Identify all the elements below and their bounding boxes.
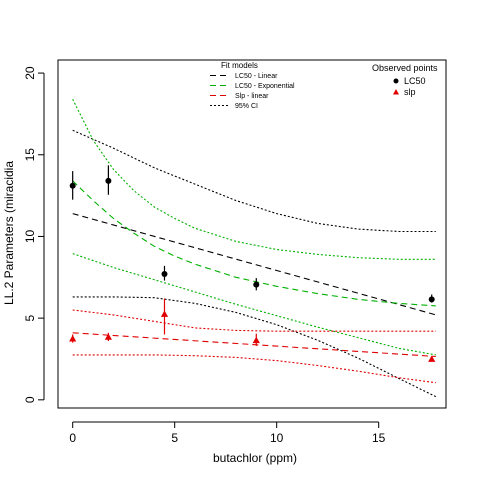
lc50-point xyxy=(69,182,76,189)
slp-linear-ci-lower-line xyxy=(72,354,436,384)
x-tick-label: 10 xyxy=(270,431,284,445)
x-tick-label: 5 xyxy=(171,431,178,445)
y-axis-title: LL.2 Parameters (miracidia xyxy=(2,161,16,305)
slp-point xyxy=(252,336,260,344)
legend-point-marker xyxy=(393,78,399,84)
plot-area: 0 5 10 15 0 5 10 15 20 xyxy=(23,59,447,445)
slp-point xyxy=(428,355,436,362)
slp-point xyxy=(104,333,112,340)
legend-model-label: LC50 - Exponential xyxy=(235,83,295,90)
slp-point xyxy=(69,334,77,342)
y-tick-label: 20 xyxy=(23,66,37,80)
legend-point-label: LC50 xyxy=(404,76,426,86)
legend-model-label: LC50 - Linear xyxy=(235,73,278,80)
x-tick-label: 15 xyxy=(372,431,386,445)
lc50-exponential-ci-upper-line xyxy=(72,98,436,260)
x-axis-title: butachlor (ppm) xyxy=(213,451,297,465)
y-tick-label: 0 xyxy=(23,396,37,403)
lc50-exponential-fit-line xyxy=(72,180,436,307)
legend-model-label: Slp - linear xyxy=(235,93,269,100)
y-tick-label: 5 xyxy=(23,314,37,321)
lc50-point xyxy=(253,281,260,288)
legend-fit-models-title: Fit models xyxy=(221,61,258,70)
slp-linear-fit-line xyxy=(72,332,436,358)
slp-point xyxy=(160,310,169,317)
lc50-exponential-ci-lower-line xyxy=(72,253,436,356)
lc50-linear-fit-line xyxy=(72,213,436,316)
y-tick-label: 15 xyxy=(23,148,37,162)
lc50-point xyxy=(161,271,168,278)
legend-fit-models: Fit models LC50 - Linear LC50 - Exponenti… xyxy=(210,61,295,110)
y-tick-label: 10 xyxy=(23,229,37,243)
slp-linear-ci-upper-line xyxy=(72,309,436,332)
legend-model-label: 95% CI xyxy=(235,103,258,110)
legend-observed-points-title: Observed points xyxy=(372,63,438,73)
legend-point-label: slp xyxy=(404,87,416,97)
lc50-point xyxy=(105,177,112,184)
lc50-point xyxy=(428,296,435,303)
x-tick-label: 0 xyxy=(69,431,76,445)
lc50-linear-ci-lower-line xyxy=(72,296,437,398)
lc50-linear-ci-upper-line xyxy=(72,129,436,233)
plot-frame xyxy=(57,59,447,409)
legend-point-marker xyxy=(393,89,399,95)
